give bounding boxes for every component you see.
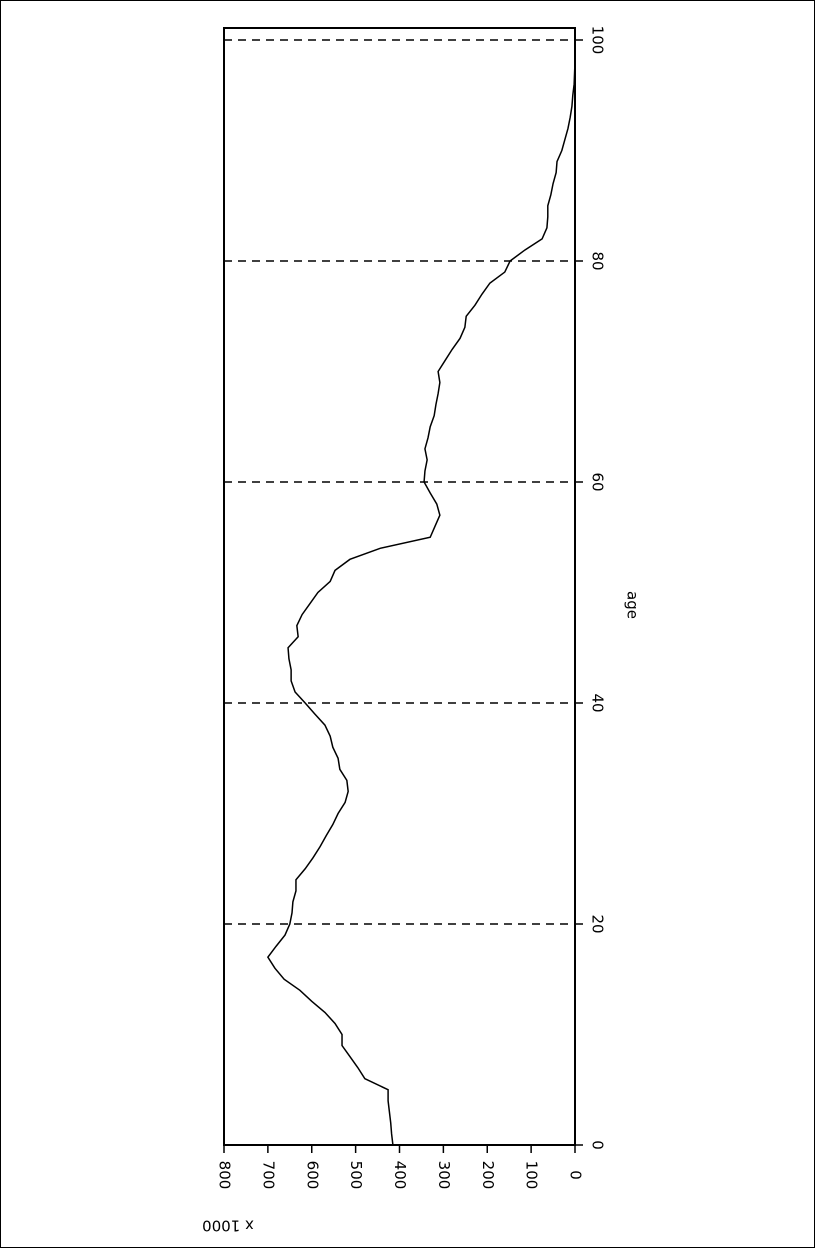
- x-tick-label: 20: [589, 914, 607, 933]
- y-tick-label: 700: [259, 1161, 277, 1190]
- x-tick-label: 80: [589, 251, 607, 270]
- plot-frame: [223, 27, 576, 1146]
- x-tick-label: 40: [589, 693, 607, 712]
- y-tick-label: 0: [567, 1170, 585, 1180]
- y-axis-label: x 1000: [202, 1217, 254, 1235]
- x-tick-label: 100: [589, 26, 607, 55]
- x-tick-label: 60: [589, 472, 607, 491]
- x-tick-label: 0: [589, 1140, 607, 1150]
- y-tick-label: 200: [479, 1161, 497, 1190]
- y-tick-label: 600: [303, 1161, 321, 1190]
- x-axis-label: age: [624, 591, 642, 619]
- y-tick-label: 100: [523, 1161, 541, 1190]
- y-tick-label: 400: [391, 1161, 409, 1190]
- y-tick-label: 800: [216, 1161, 234, 1190]
- y-tick-label: 300: [435, 1161, 453, 1190]
- data-line: [266, 40, 576, 1146]
- y-tick-label: 500: [347, 1161, 365, 1190]
